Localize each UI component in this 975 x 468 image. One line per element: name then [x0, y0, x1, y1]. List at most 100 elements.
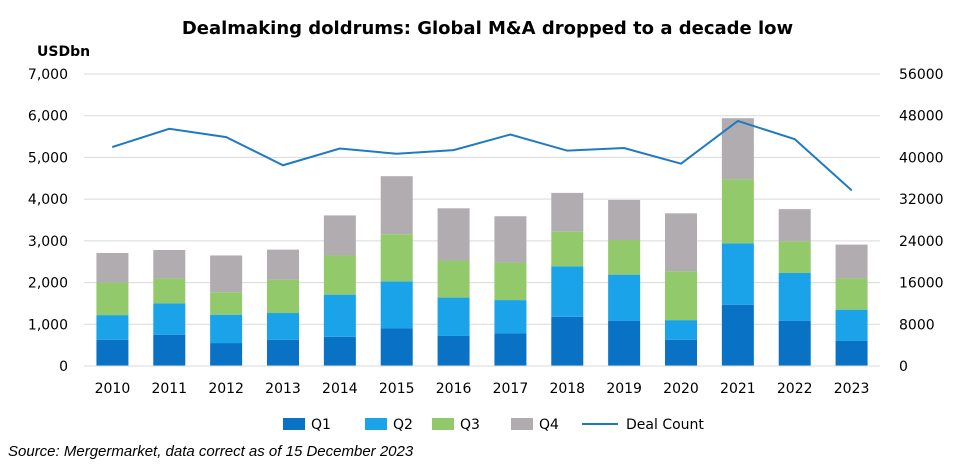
legend-label-deal-count: Deal Count	[626, 417, 704, 433]
deal-count-point-2014	[339, 148, 341, 150]
bar-q4-2022	[778, 209, 811, 242]
deal-count-point-2023	[851, 189, 853, 191]
x-tick-label: 2021	[720, 381, 756, 397]
bar-q2-2014	[323, 294, 356, 337]
bar-q3-2017	[494, 262, 527, 301]
y-tick-label: 5,000	[28, 150, 68, 166]
deal-count-point-2018	[566, 150, 568, 152]
deal-count-point-2010	[111, 146, 113, 148]
bar-q3-2015	[380, 234, 413, 282]
bar-q4-2013	[267, 249, 299, 280]
y-tick-label: 3,000	[28, 234, 68, 250]
bar-q2-2018	[551, 266, 584, 317]
legend-label-q4: Q4	[539, 417, 559, 433]
x-tick-label: 2010	[95, 381, 131, 397]
x-tick-label: 2015	[379, 381, 415, 397]
bar-q1-2015	[380, 328, 413, 366]
x-tick-label: 2014	[322, 381, 358, 397]
bar-q3-2018	[551, 231, 584, 267]
bar-q1-2014	[323, 336, 356, 366]
bar-q3-2022	[778, 241, 811, 273]
legend-swatch-q3	[432, 418, 454, 430]
bar-q1-2020	[665, 339, 697, 366]
bar-q3-2023	[835, 278, 868, 310]
y2-tick-label: 16000	[899, 276, 944, 292]
bar-q4-2014	[323, 215, 356, 256]
x-tick-label: 2018	[549, 381, 585, 397]
y-axis-unit-label: USDbn	[37, 44, 91, 60]
x-tick-label: 2012	[208, 381, 244, 397]
bar-q2-2013	[267, 313, 299, 340]
deal-count-point-2011	[168, 128, 170, 130]
bar-q4-2011	[153, 250, 186, 279]
bar-q4-2023	[835, 244, 868, 279]
deal-count-line	[112, 119, 853, 192]
y-tick-label: 6,000	[28, 109, 68, 125]
bar-q4-2010	[96, 252, 129, 283]
deal-count-point-2015	[396, 153, 398, 155]
deal-count-point-2020	[680, 163, 682, 165]
bar-q1-2017	[494, 333, 527, 366]
source-note: Source: Mergermarket, data correct as of…	[8, 443, 414, 460]
chart-title: Dealmaking doldrums: Global M&A dropped …	[181, 18, 794, 39]
bar-q1-2016	[437, 335, 470, 366]
x-tick-label: 2023	[834, 381, 870, 397]
y2-tick-label: 0	[899, 359, 908, 375]
bar-q4-2012	[210, 255, 243, 293]
x-tick-label: 2019	[606, 381, 642, 397]
bar-q4-2020	[665, 213, 697, 272]
x-tick-label: 2020	[663, 381, 699, 397]
deal-count-point-2017	[509, 133, 511, 135]
bar-q3-2012	[210, 292, 243, 315]
bar-q1-2018	[551, 316, 584, 366]
bar-q1-2013	[267, 339, 299, 366]
legend-label-q3: Q3	[460, 417, 480, 433]
deal-count-point-2021	[737, 120, 739, 122]
bar-q3-2019	[608, 240, 641, 275]
x-tick-label: 2017	[493, 381, 529, 397]
bar-q2-2010	[96, 315, 129, 340]
bar-q1-2010	[96, 339, 129, 366]
bar-q1-2021	[721, 304, 754, 366]
bar-q3-2016	[437, 260, 470, 298]
x-tick-label: 2022	[777, 381, 813, 397]
legend-label-q2: Q2	[393, 417, 413, 433]
bar-q2-2020	[665, 320, 697, 340]
bar-q4-2015	[380, 176, 413, 235]
deal-count-point-2016	[453, 149, 455, 151]
legend-swatch-q2	[365, 418, 387, 430]
y-tick-label: 4,000	[28, 192, 68, 208]
x-tick-label: 2013	[265, 381, 301, 397]
legend-label-q1: Q1	[311, 417, 331, 433]
y-tick-label: 1,000	[28, 317, 68, 333]
deal-count-point-2022	[794, 138, 796, 140]
bar-q2-2022	[778, 272, 811, 321]
x-tick-label: 2016	[436, 381, 472, 397]
bar-q2-2019	[608, 274, 641, 321]
deal-count-point-2013	[282, 164, 284, 166]
legend-swatch-q4	[511, 418, 533, 430]
y2-tick-label: 40000	[899, 150, 944, 166]
bar-q3-2020	[665, 271, 697, 321]
deal-count-point-2019	[623, 147, 625, 149]
y-tick-label: 7,000	[28, 67, 68, 83]
bar-q3-2014	[323, 255, 356, 295]
y2-tick-label: 48000	[899, 109, 944, 125]
y-tick-label: 0	[59, 359, 68, 375]
bar-q3-2013	[267, 279, 299, 314]
x-tick-label: 2011	[151, 381, 187, 397]
bar-q2-2011	[153, 303, 186, 335]
bar-q2-2012	[210, 314, 243, 344]
deal-count-point-2012	[225, 136, 227, 138]
bar-q4-2021	[721, 118, 754, 180]
bar-q1-2023	[835, 340, 868, 366]
y2-tick-label: 56000	[899, 67, 944, 83]
y2-tick-label: 8000	[899, 317, 935, 333]
bar-q1-2022	[778, 320, 811, 366]
bar-q2-2017	[494, 300, 527, 334]
bar-q4-2019	[608, 199, 641, 241]
bar-q3-2021	[721, 179, 754, 244]
bar-q2-2023	[835, 309, 868, 341]
bar-q4-2018	[551, 192, 584, 232]
